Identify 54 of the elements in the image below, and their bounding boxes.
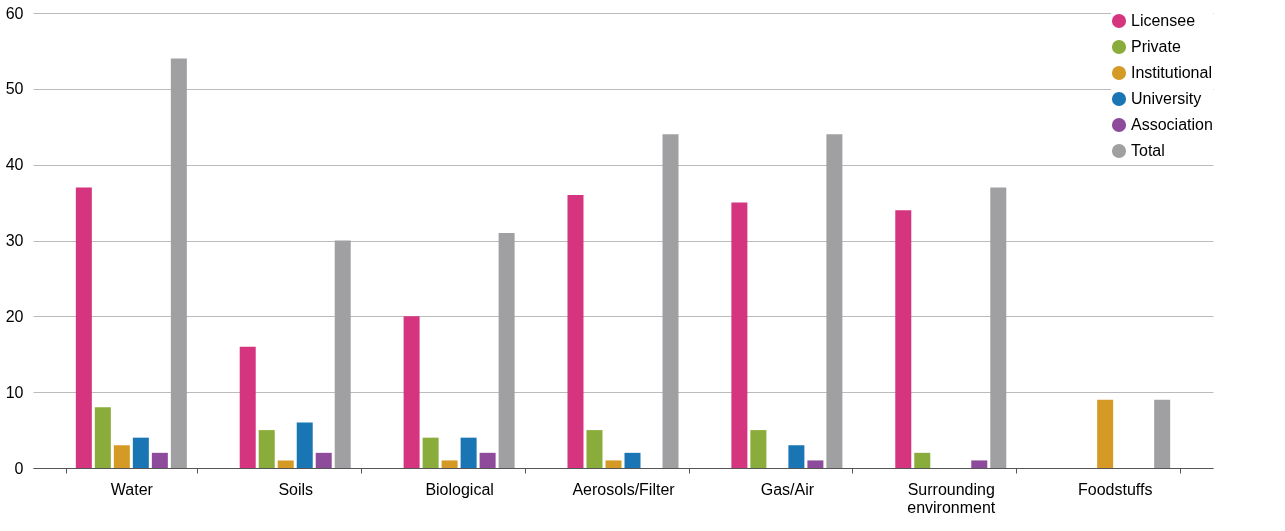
x-tick-label: Gas/Air <box>760 480 815 498</box>
bar <box>624 452 641 468</box>
x-tick-label: Soils <box>278 480 314 498</box>
bar <box>971 460 988 468</box>
bar <box>479 452 496 468</box>
bar <box>586 430 603 468</box>
bar <box>296 422 313 468</box>
bar <box>498 232 515 468</box>
x-tick-label: Surrounding environment <box>907 480 996 516</box>
x-tick-label: Water <box>110 480 154 498</box>
bar <box>914 452 931 468</box>
legend-label: Institutional <box>1131 64 1212 81</box>
bar <box>567 195 584 468</box>
bar <box>113 445 130 468</box>
y-tick-label: 30 <box>5 232 24 249</box>
y-tick-label: 40 <box>5 156 24 174</box>
bar <box>750 430 767 468</box>
bar <box>662 134 679 468</box>
y-tick-label: 20 <box>5 307 24 325</box>
bar <box>990 187 1007 468</box>
bar <box>788 445 805 468</box>
bar <box>422 437 439 468</box>
bar <box>258 430 275 468</box>
bar <box>315 452 332 468</box>
bar <box>1097 399 1114 468</box>
x-tick-label: Foodstuffs <box>1077 480 1153 498</box>
bar <box>807 460 824 468</box>
x-tick-label: Aerosols/Filter <box>572 480 676 498</box>
bar <box>403 316 420 468</box>
y-tick-label: 50 <box>5 80 24 98</box>
bar <box>895 210 912 468</box>
y-tick-label: 0 <box>14 459 24 477</box>
legend-label: Private <box>1131 38 1181 55</box>
bar <box>605 460 622 468</box>
bar <box>75 187 92 468</box>
bar <box>826 134 843 468</box>
bar <box>441 460 458 468</box>
y-tick-label: 10 <box>5 383 24 401</box>
bar <box>170 58 187 468</box>
legend-label: Licensee <box>1131 12 1196 29</box>
legend-label: Total <box>1131 142 1165 159</box>
bar <box>132 437 149 468</box>
legend-label: Association <box>1131 116 1213 133</box>
bar <box>277 460 294 468</box>
x-tick-label: Biological <box>425 480 494 498</box>
bar <box>1154 399 1171 468</box>
bar <box>460 437 477 468</box>
bar <box>151 452 168 468</box>
bar <box>239 346 256 468</box>
bar <box>731 202 748 468</box>
legend-label: University <box>1131 90 1202 107</box>
bar <box>94 407 111 468</box>
bar <box>334 240 351 468</box>
y-tick-label: 60 <box>5 4 24 22</box>
